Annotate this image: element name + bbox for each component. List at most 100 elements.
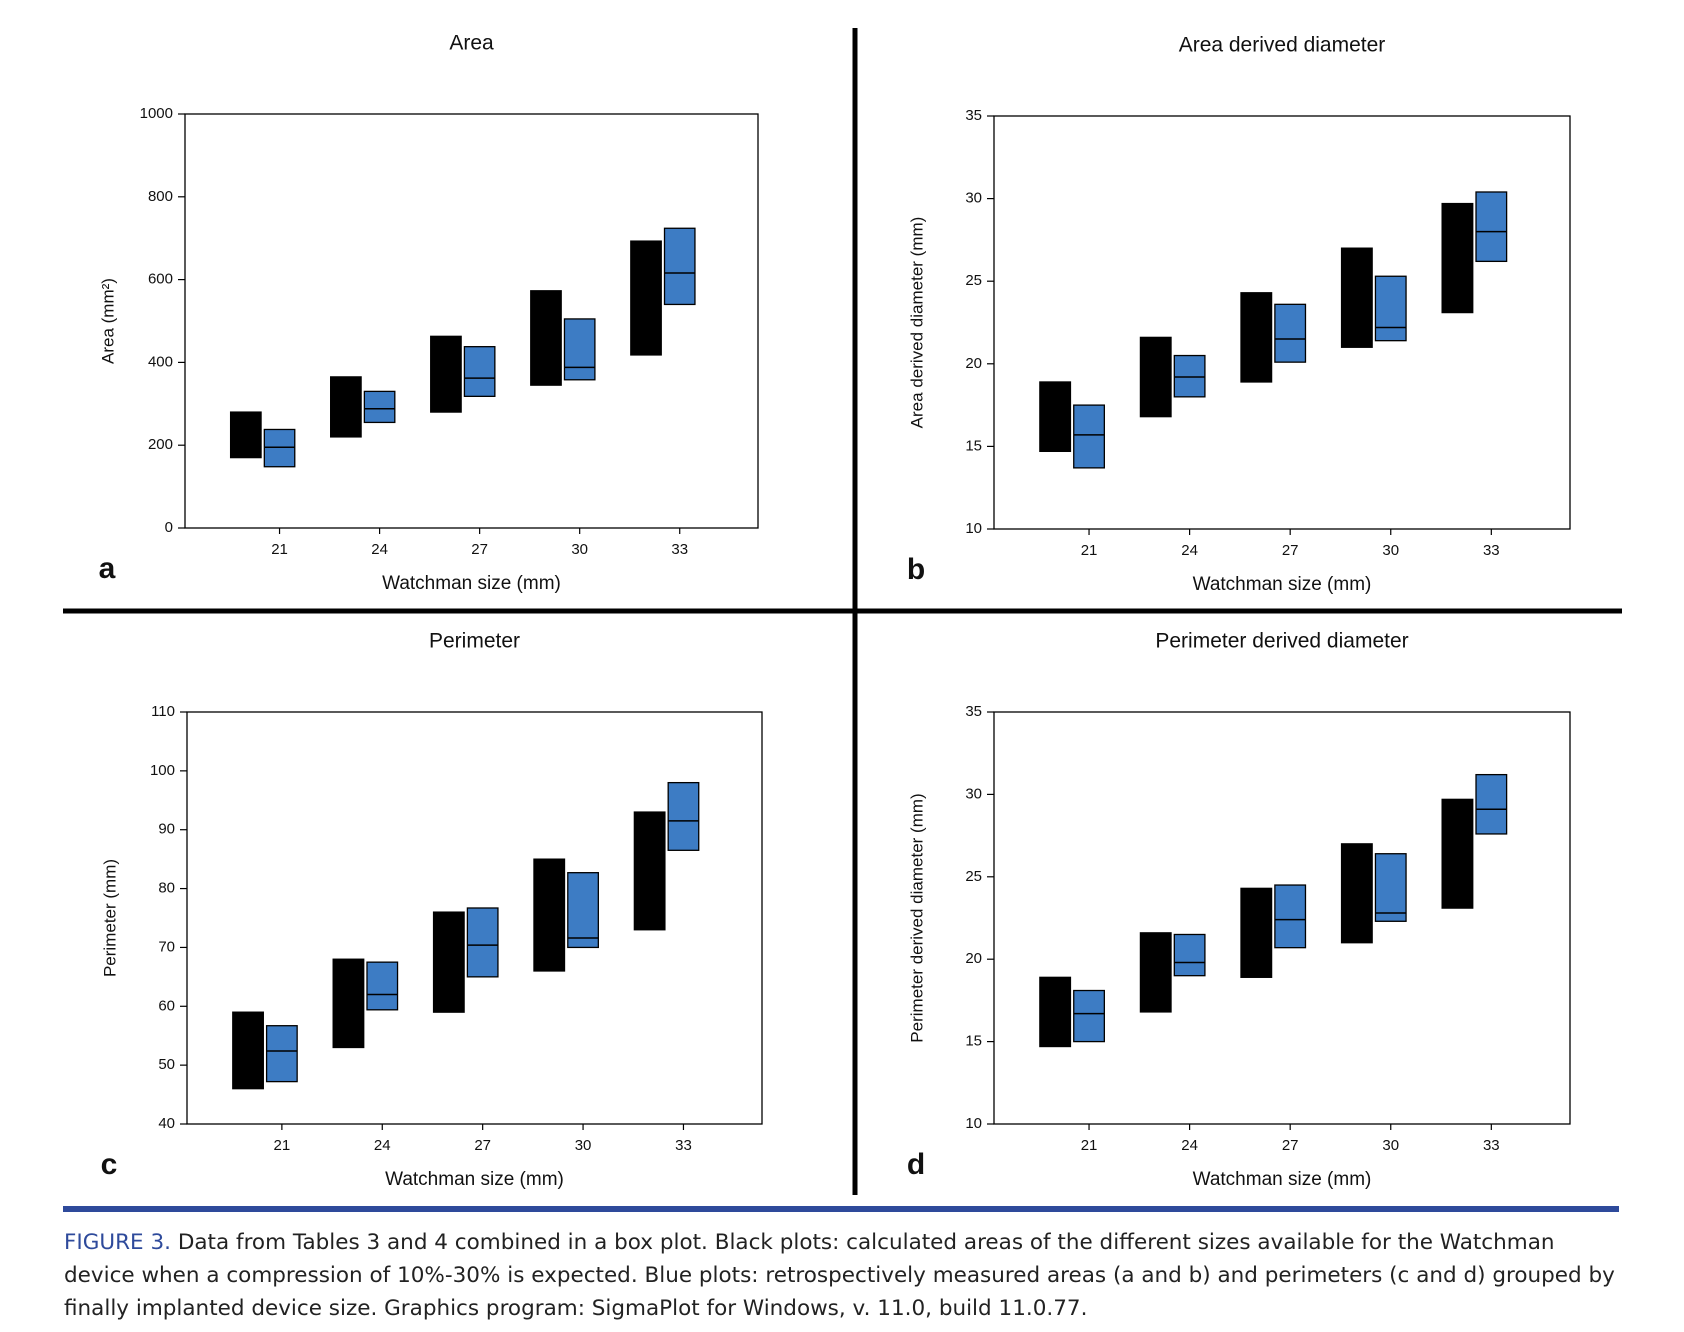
- box: [1240, 292, 1273, 383]
- y-tick-label: 200: [148, 436, 173, 453]
- box: [1475, 191, 1508, 263]
- x-tick-label: 30: [1382, 1137, 1399, 1154]
- plot-frame: [184, 113, 759, 529]
- box: [1039, 976, 1072, 1048]
- x-tick-label: 24: [371, 541, 388, 558]
- x-tick-label: 24: [1181, 1137, 1198, 1154]
- box: [430, 335, 462, 413]
- box: [1441, 798, 1474, 909]
- x-axis-label: Watchman size (mm): [382, 573, 561, 594]
- caption: FIGURE 3. Data from Tables 3 and 4 combi…: [64, 1226, 1624, 1325]
- caption-label: FIGURE 3.: [64, 1230, 171, 1255]
- y-tick-label: 400: [148, 353, 173, 370]
- chart-title: Area derived diameter: [1179, 34, 1386, 57]
- y-tick-label: 800: [148, 188, 173, 205]
- box: [1139, 336, 1172, 418]
- box: [1274, 303, 1307, 363]
- box: [1240, 887, 1273, 978]
- box: [463, 346, 496, 397]
- y-tick-label: 10: [965, 1115, 982, 1132]
- box: [1173, 354, 1206, 398]
- y-tick-label: 35: [965, 703, 982, 720]
- box: [533, 858, 566, 972]
- x-tick-label: 30: [571, 541, 588, 558]
- figure: Area Watchman size (mm) a Area (mm²) 0 200 400…: [63, 28, 1622, 1212]
- x-axis-label: Watchman size (mm): [1193, 1169, 1372, 1190]
- box: [1139, 932, 1172, 1013]
- box: [530, 290, 562, 386]
- y-tick-label: 1000: [140, 105, 173, 122]
- box: [667, 781, 700, 851]
- x-tick-label: 21: [1081, 1137, 1098, 1154]
- y-tick-label: 70: [158, 938, 175, 955]
- y-tick-label: 110: [151, 703, 175, 720]
- y-tick-label: 50: [158, 1056, 175, 1073]
- y-tick-label: 30: [965, 785, 982, 802]
- caption-text: Data from Tables 3 and 4 combined in a b…: [64, 1230, 1615, 1321]
- box: [1475, 773, 1508, 835]
- y-tick-label: 40: [158, 1115, 175, 1132]
- box: [432, 911, 465, 1013]
- box: [363, 390, 396, 424]
- x-tick-label: 21: [1081, 542, 1098, 559]
- chart-title: Perimeter: [429, 630, 520, 653]
- y-axis-label: Area (mm²): [98, 278, 117, 364]
- box: [265, 1025, 298, 1083]
- x-tick-label: 21: [274, 1137, 291, 1154]
- x-axis-label: Watchman size (mm): [1193, 574, 1372, 595]
- box: [563, 318, 596, 381]
- y-tick-label: 10: [965, 520, 982, 537]
- y-tick-label: 25: [965, 868, 982, 885]
- y-tick-label: 20: [965, 355, 982, 372]
- panel-letter: d: [907, 1148, 925, 1181]
- box: [1340, 843, 1373, 944]
- x-tick-label: 27: [1282, 1137, 1299, 1154]
- x-tick-label: 27: [1282, 542, 1299, 559]
- panel-letter: b: [907, 553, 925, 586]
- x-tick-label: 27: [471, 541, 488, 558]
- x-tick-label: 33: [675, 1137, 692, 1154]
- x-tick-label: 30: [1382, 542, 1399, 559]
- plot-frame: [993, 711, 1571, 1125]
- x-tick-label: 30: [575, 1137, 592, 1154]
- box: [229, 411, 262, 459]
- chart-title: Area: [449, 32, 494, 55]
- y-tick-label: 80: [158, 880, 175, 897]
- y-tick-label: 35: [965, 107, 982, 124]
- box: [232, 1011, 264, 1090]
- y-tick-label: 30: [965, 190, 982, 207]
- y-tick-label: 20: [965, 950, 982, 967]
- panel-letter: c: [101, 1148, 118, 1181]
- box: [1340, 247, 1373, 348]
- plot-frame: [993, 115, 1571, 530]
- y-tick-label: 0: [165, 519, 173, 536]
- y-tick-label: 25: [965, 272, 982, 289]
- x-tick-label: 21: [271, 541, 288, 558]
- box: [330, 376, 362, 438]
- box: [663, 227, 696, 306]
- chart-title: Perimeter derived diameter: [1155, 630, 1408, 653]
- x-tick-label: 33: [671, 541, 688, 558]
- x-tick-label: 33: [1483, 542, 1500, 559]
- box: [1274, 884, 1307, 949]
- x-tick-label: 24: [374, 1137, 391, 1154]
- box: [1073, 404, 1105, 469]
- box: [633, 811, 666, 931]
- y-tick-label: 600: [148, 271, 173, 288]
- y-tick-label: 60: [158, 997, 175, 1014]
- box: [1441, 202, 1474, 314]
- x-tick-label: 33: [1483, 1137, 1500, 1154]
- box: [1374, 275, 1407, 342]
- y-tick-label: 15: [965, 1033, 982, 1050]
- y-tick-label: 90: [158, 821, 175, 838]
- x-tick-label: 27: [474, 1137, 491, 1154]
- box: [1073, 989, 1105, 1043]
- y-axis-label: Perimeter (mm): [100, 859, 119, 977]
- box: [366, 961, 399, 1011]
- plot-frame: [186, 711, 763, 1125]
- box: [567, 872, 599, 949]
- box: [1173, 933, 1206, 977]
- y-axis-label: Perimeter derived diameter (mm): [907, 793, 926, 1042]
- x-axis-label: Watchman size (mm): [385, 1169, 564, 1190]
- x-tick-label: 24: [1181, 542, 1198, 559]
